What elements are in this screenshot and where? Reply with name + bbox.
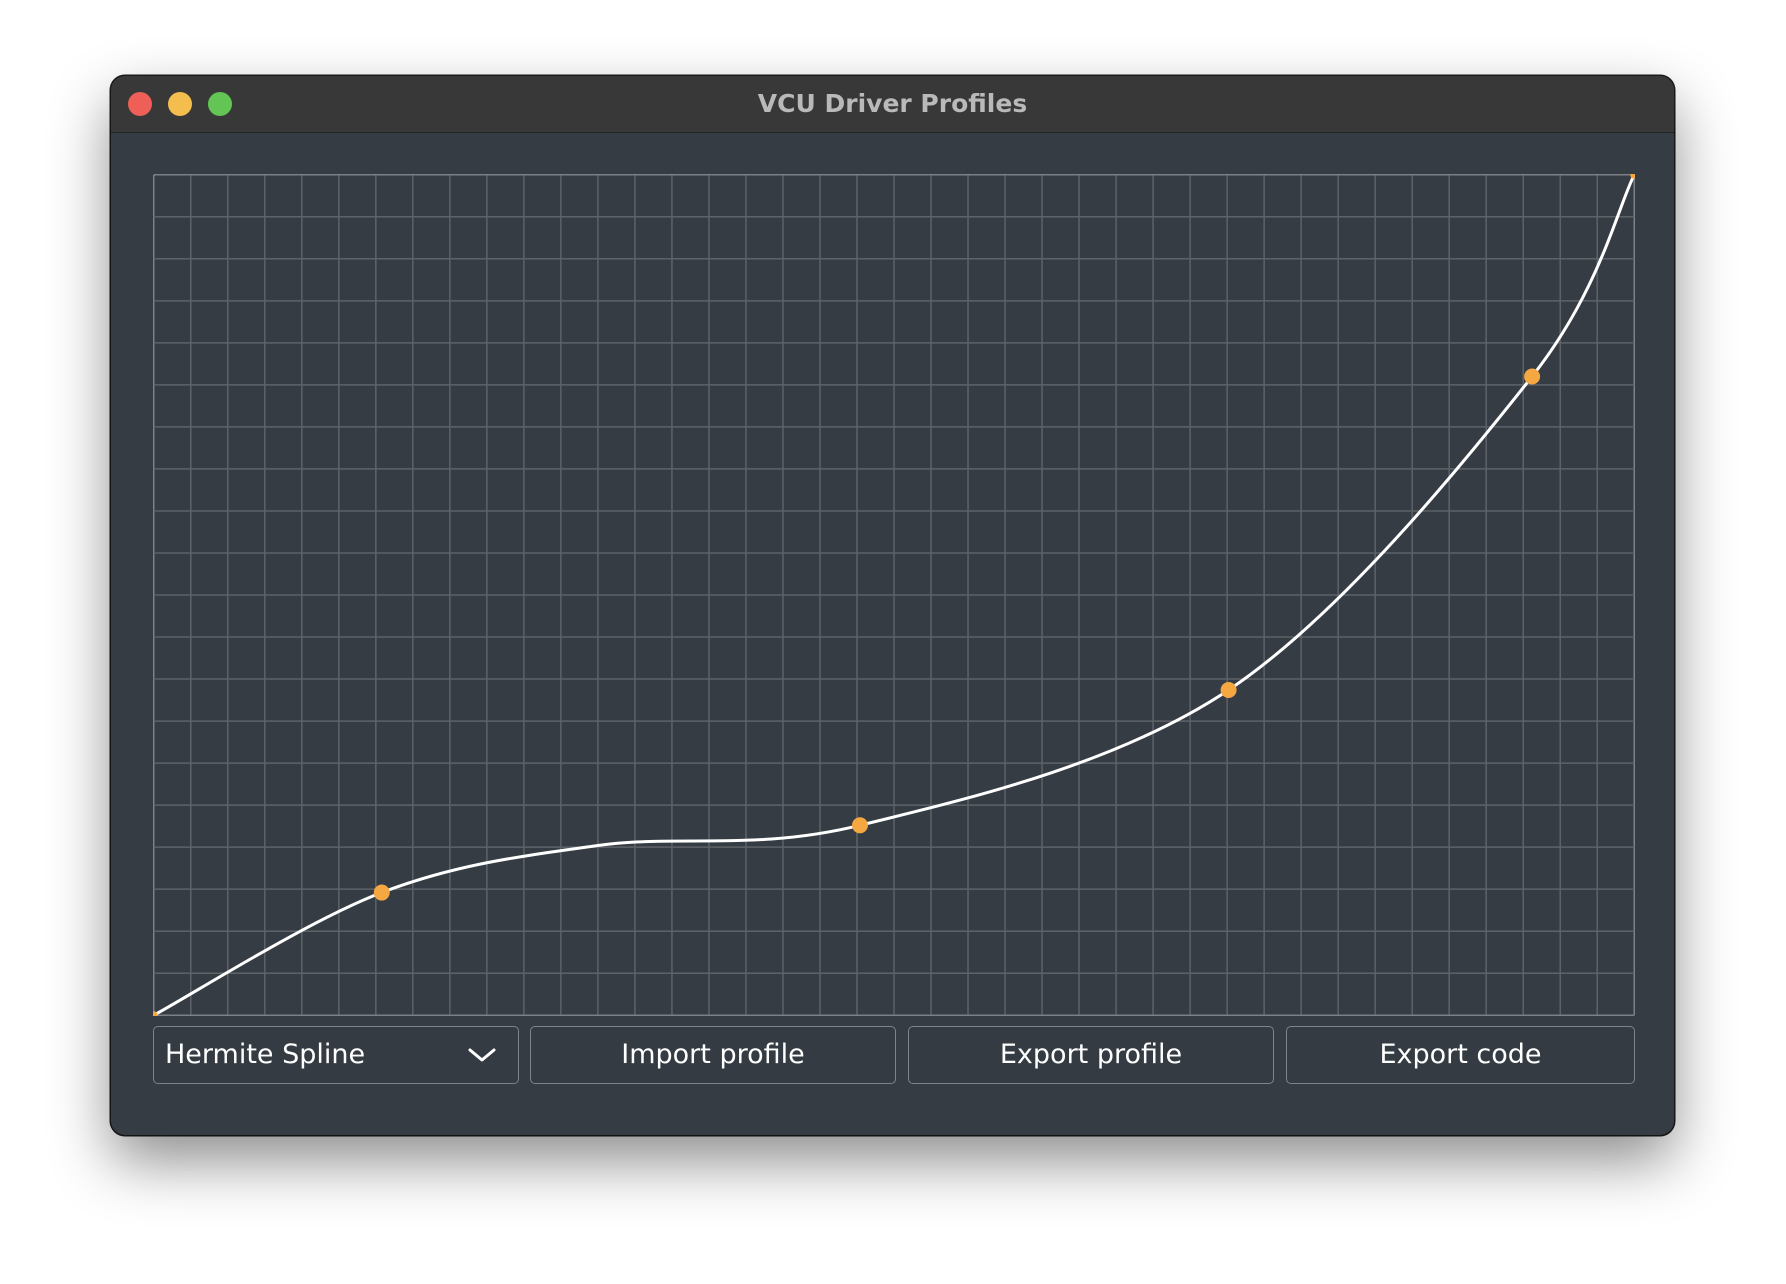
export-profile-button[interactable]: Export profile	[908, 1026, 1274, 1084]
profile-curve-editor[interactable]	[153, 174, 1635, 1016]
control-point[interactable]	[1630, 174, 1635, 179]
export-code-button[interactable]: Export code	[1286, 1026, 1635, 1084]
curve-type-dropdown[interactable]: Hermite Spline	[153, 1026, 519, 1084]
import-profile-button[interactable]: Import profile	[530, 1026, 896, 1084]
control-point[interactable]	[153, 1011, 158, 1016]
control-point[interactable]	[851, 817, 868, 834]
chevron-down-icon	[468, 1048, 496, 1062]
chart-grid	[153, 174, 1635, 1016]
minimize-window-button[interactable]	[168, 92, 192, 116]
controls-bar: Hermite Spline Import profile Export pro…	[153, 1026, 1635, 1086]
close-window-button[interactable]	[128, 92, 152, 116]
control-points-layer[interactable]	[153, 174, 1635, 1016]
control-point[interactable]	[1524, 368, 1541, 385]
control-point[interactable]	[373, 884, 390, 901]
app-window: VCU Driver Profiles Hermite Spline Impor…	[111, 76, 1674, 1135]
window-title: VCU Driver Profiles	[757, 89, 1028, 118]
profile-chart[interactable]	[153, 174, 1635, 1016]
curve-type-value: Hermite Spline	[165, 1039, 366, 1070]
control-point[interactable]	[1220, 681, 1237, 698]
zoom-window-button[interactable]	[208, 92, 232, 116]
title-bar[interactable]: VCU Driver Profiles	[111, 76, 1674, 133]
